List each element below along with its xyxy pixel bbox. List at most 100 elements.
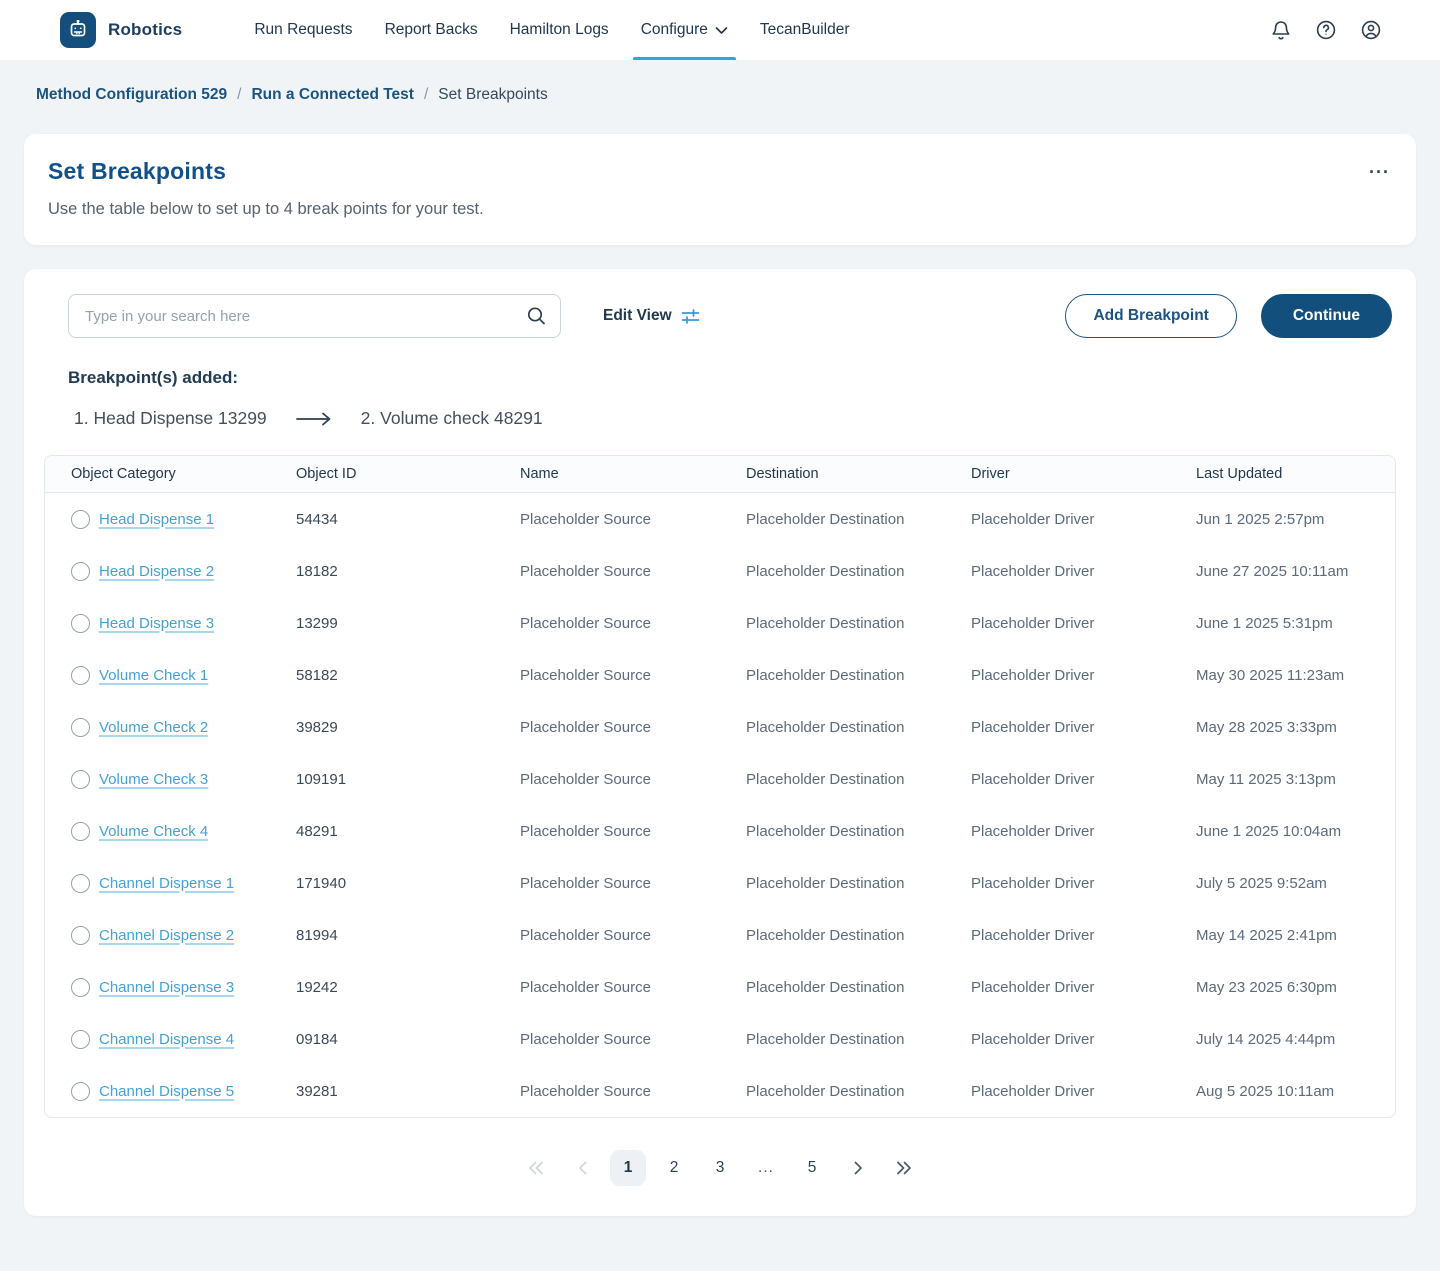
breadcrumb-link-method-configuration[interactable]: Method Configuration 529	[36, 86, 228, 103]
row-radio-button[interactable]	[71, 769, 90, 789]
last-updated-cell: July 5 2025 9:52am	[1196, 874, 1327, 892]
double-chevron-left-icon	[529, 1161, 543, 1175]
pagination-page-5[interactable]: 5	[794, 1150, 830, 1186]
name-cell: Placeholder Source	[520, 510, 651, 528]
pagination: 1 2 3 ... 5	[44, 1150, 1396, 1186]
object-id-cell: 39281	[296, 1082, 338, 1100]
table-row: Channel Dispense 3 19242 Placeholder Sou…	[45, 961, 1395, 1013]
nav-item-configure[interactable]: Configure	[625, 0, 744, 60]
last-updated-cell: May 28 2025 3:33pm	[1196, 718, 1337, 736]
active-tab-underline	[632, 57, 736, 60]
destination-cell: Placeholder Destination	[746, 978, 905, 996]
help-button[interactable]	[1313, 17, 1339, 43]
pagination-page-3[interactable]: 3	[702, 1150, 738, 1186]
pagination-page-2[interactable]: 2	[656, 1150, 692, 1186]
table-row: Head Dispense 1 54434 Placeholder Source…	[45, 493, 1395, 545]
nav-item-hamilton-logs[interactable]: Hamilton Logs	[494, 0, 625, 60]
continue-button[interactable]: Continue	[1260, 294, 1392, 338]
row-radio-button[interactable]	[71, 873, 90, 893]
object-category-link[interactable]: Channel Dispense 5	[99, 1082, 235, 1100]
notifications-button[interactable]	[1268, 17, 1294, 43]
row-radio-button[interactable]	[71, 509, 90, 529]
page-subtitle: Use the table below to set up to 4 break…	[48, 200, 484, 218]
breakpoints-added-heading: Breakpoint(s) added:	[68, 368, 239, 387]
driver-cell: Placeholder Driver	[971, 510, 1095, 528]
last-updated-cell: June 1 2025 5:31pm	[1196, 614, 1333, 632]
more-options-button[interactable]: ...	[1367, 158, 1392, 176]
row-radio-button[interactable]	[71, 717, 90, 737]
object-category-link[interactable]: Head Dispense 2	[99, 562, 215, 580]
row-radio-button[interactable]	[71, 561, 90, 581]
object-category-link[interactable]: Volume Check 1	[99, 666, 209, 684]
name-cell: Placeholder Source	[520, 822, 651, 840]
nav-label: TecanBuilder	[759, 21, 850, 38]
row-radio-button[interactable]	[71, 1081, 90, 1101]
object-category-link[interactable]: Volume Check 4	[99, 822, 209, 840]
destination-cell: Placeholder Destination	[746, 1030, 905, 1048]
breadcrumb-link-run-connected-test[interactable]: Run a Connected Test	[251, 86, 414, 103]
object-category-link[interactable]: Channel Dispense 2	[99, 926, 235, 944]
pagination-prev-button[interactable]	[564, 1150, 600, 1186]
table-row: Channel Dispense 4 09184 Placeholder Sou…	[45, 1013, 1395, 1065]
nav-item-run-requests[interactable]: Run Requests	[238, 0, 368, 60]
breakpoint-item-2: 2. Volume check 48291	[361, 408, 543, 429]
row-radio-button[interactable]	[71, 613, 90, 633]
pagination-first-button[interactable]	[518, 1150, 554, 1186]
destination-cell: Placeholder Destination	[746, 614, 905, 632]
last-updated-cell: July 14 2025 4:44pm	[1196, 1030, 1336, 1048]
name-cell: Placeholder Source	[520, 666, 651, 684]
destination-cell: Placeholder Destination	[746, 510, 905, 528]
object-category-link[interactable]: Channel Dispense 1	[99, 874, 235, 892]
nav-item-report-backs[interactable]: Report Backs	[369, 0, 494, 60]
name-cell: Placeholder Source	[520, 874, 651, 892]
chevron-right-icon	[854, 1161, 862, 1175]
last-updated-cell: Aug 5 2025 10:11am	[1196, 1082, 1335, 1100]
breakpoint-index: 1.	[74, 408, 89, 428]
row-radio-button[interactable]	[71, 977, 90, 997]
destination-cell: Placeholder Destination	[746, 770, 905, 788]
nav-label: Configure	[640, 21, 708, 38]
add-breakpoint-button[interactable]: Add Breakpoint	[1065, 294, 1237, 338]
brand-name: Robotics	[108, 20, 183, 39]
row-radio-button[interactable]	[71, 925, 90, 945]
row-radio-button[interactable]	[71, 821, 90, 841]
object-category-link[interactable]: Channel Dispense 3	[99, 978, 235, 996]
pagination-next-button[interactable]	[840, 1150, 876, 1186]
driver-cell: Placeholder Driver	[971, 562, 1095, 580]
name-cell: Placeholder Source	[520, 562, 651, 580]
destination-cell: Placeholder Destination	[746, 822, 905, 840]
search-button[interactable]	[524, 304, 549, 329]
object-category-link[interactable]: Head Dispense 3	[99, 614, 215, 632]
breakpoint-item-1: 1. Head Dispense 13299	[74, 408, 267, 429]
object-category-link[interactable]: Channel Dispense 4	[99, 1030, 235, 1048]
row-radio-button[interactable]	[71, 1029, 90, 1049]
last-updated-cell: Jun 1 2025 2:57pm	[1196, 510, 1325, 528]
last-updated-cell: May 23 2025 6:30pm	[1196, 978, 1337, 996]
row-radio-button[interactable]	[71, 665, 90, 685]
object-category-link[interactable]: Volume Check 3	[99, 770, 209, 788]
help-circle-icon	[1316, 20, 1336, 40]
name-cell: Placeholder Source	[520, 614, 651, 632]
search-input[interactable]	[68, 294, 561, 338]
edit-view-button[interactable]: Edit View	[603, 307, 700, 325]
table-row: Head Dispense 2 18182 Placeholder Source…	[45, 545, 1395, 597]
nav-label: Hamilton Logs	[509, 21, 609, 38]
breadcrumb: Method Configuration 529 / Run a Connect…	[0, 60, 1440, 110]
object-category-link[interactable]: Head Dispense 1	[99, 510, 215, 528]
pagination-last-button[interactable]	[886, 1150, 922, 1186]
nav-item-tecanbuilder[interactable]: TecanBuilder	[744, 0, 866, 60]
object-id-cell: 19242	[296, 978, 338, 996]
account-button[interactable]	[1358, 17, 1384, 43]
column-header-object-category: Object Category	[71, 466, 176, 482]
object-category-link[interactable]: Volume Check 2	[99, 718, 209, 736]
name-cell: Placeholder Source	[520, 926, 651, 944]
pagination-page-1[interactable]: 1	[610, 1150, 646, 1186]
page-bottom-spacer	[0, 1216, 1440, 1257]
driver-cell: Placeholder Driver	[971, 926, 1095, 944]
brand-logo[interactable]: Robotics	[60, 12, 182, 48]
nav-label: Run Requests	[254, 21, 353, 38]
bell-icon	[1272, 20, 1290, 39]
chevron-down-icon	[715, 26, 728, 34]
name-cell: Placeholder Source	[520, 770, 651, 788]
destination-cell: Placeholder Destination	[746, 874, 905, 892]
